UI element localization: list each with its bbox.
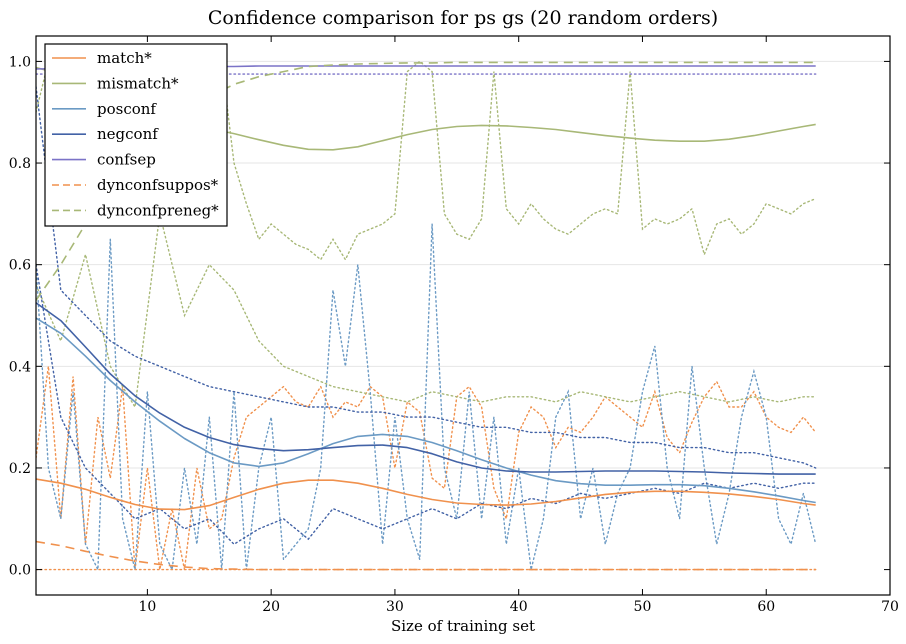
y-tick-label: 0.8 (9, 156, 31, 172)
x-tick-label: 60 (757, 599, 775, 615)
x-tick-label: 40 (510, 599, 528, 615)
x-tick-label: 70 (881, 599, 899, 615)
series-line-dynconfsuppos (36, 540, 816, 571)
series-line-dynconfpreneg (36, 61, 816, 301)
run-line-7 (36, 264, 817, 546)
legend-label: mismatch* (97, 74, 179, 92)
x-axis-label: Size of training set (391, 617, 535, 635)
legend-label: posconf (97, 100, 157, 118)
x-tick-label: 30 (386, 599, 404, 615)
legend: match* mismatch* posconf negconf confsep dync… (44, 43, 228, 227)
x-tick-label: 50 (634, 599, 652, 615)
x-tick-label: 20 (262, 599, 280, 615)
legend-label: confsep (97, 151, 156, 169)
y-tick-label: 0.4 (9, 359, 31, 375)
y-tick-label: 0.2 (9, 461, 31, 477)
legend-label: match* (97, 49, 152, 67)
legend-label: negconf (97, 125, 159, 143)
x-tick-label: 10 (138, 599, 156, 615)
y-axis-ticks: 0.0 0.2 0.4 0.6 0.8 1.0 (9, 54, 890, 579)
y-tick-label: 0.0 (9, 563, 31, 579)
run-line-5 (36, 223, 817, 573)
y-tick-label: 0.6 (9, 258, 31, 274)
legend-label: dynconfpreneg* (97, 201, 219, 219)
plot-frame (35, 35, 891, 596)
series-line-negconf (36, 302, 816, 475)
series-line-posconf (36, 317, 816, 504)
series-line-match (36, 478, 816, 511)
chart-title: Confidence comparison for ps gs (20 rand… (208, 7, 718, 29)
mean-series-lines (36, 61, 816, 571)
run-line-6 (36, 86, 817, 469)
y-tick-label: 1.0 (9, 54, 31, 70)
legend-label: dynconfsuppos* (97, 176, 219, 194)
x-axis-ticks: 10 20 30 40 50 60 70 (138, 36, 899, 615)
